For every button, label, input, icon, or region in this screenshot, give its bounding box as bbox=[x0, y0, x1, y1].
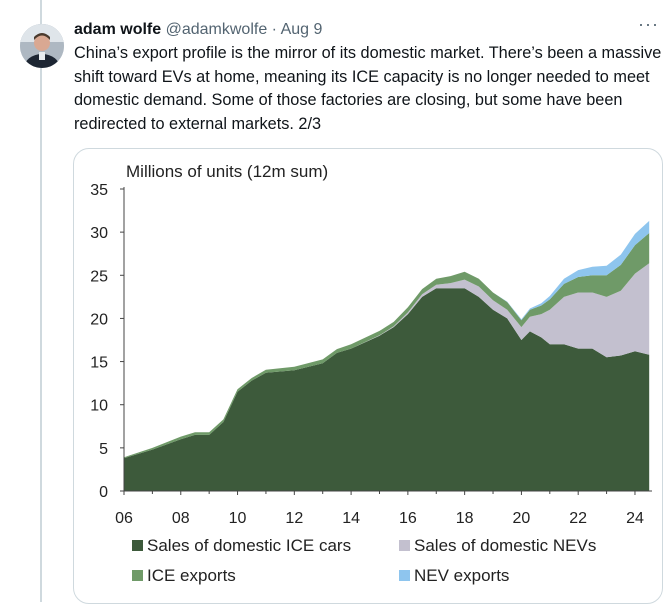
y-tick-label: 15 bbox=[90, 355, 108, 372]
legend-swatch bbox=[399, 540, 410, 551]
legend-label: Sales of domestic ICE cars bbox=[147, 536, 351, 555]
y-tick-label: 20 bbox=[90, 311, 108, 328]
x-tick-label: 08 bbox=[172, 510, 190, 527]
author-handle[interactable]: @adamkwolfe bbox=[165, 21, 268, 38]
tweet-date[interactable]: Aug 9 bbox=[280, 21, 323, 38]
x-tick-label: 16 bbox=[399, 510, 417, 527]
series-ice-domestic bbox=[124, 288, 650, 491]
x-tick-label: 06 bbox=[115, 510, 133, 527]
legend-label: Sales of domestic NEVs bbox=[414, 536, 596, 555]
x-tick-label: 20 bbox=[513, 510, 531, 527]
author-name[interactable]: adam wolfe bbox=[74, 21, 162, 38]
more-dots-icon[interactable]: ··· bbox=[638, 14, 659, 34]
legend-label: NEV exports bbox=[414, 566, 509, 585]
avatar[interactable] bbox=[20, 24, 64, 68]
tweet-media[interactable]: Millions of units (12m sum) 0 5 10 15 20 25 30 3… bbox=[73, 148, 663, 604]
y-tick-label: 35 bbox=[90, 182, 108, 199]
avatar-image bbox=[20, 24, 64, 68]
x-tick-label: 10 bbox=[229, 510, 247, 527]
y-tick-label: 0 bbox=[99, 484, 108, 501]
y-tick-label: 10 bbox=[90, 398, 108, 415]
tweet-header: adam wolfe @adamkwolfe · Aug 9 bbox=[74, 20, 322, 40]
chart-title: Millions of units (12m sum) bbox=[126, 162, 328, 181]
legend-swatch bbox=[399, 570, 410, 581]
y-tick-label: 25 bbox=[90, 268, 108, 285]
x-tick-label: 22 bbox=[569, 510, 587, 527]
x-tick-label: 24 bbox=[626, 510, 644, 527]
area-chart: Millions of units (12m sum) 0 5 10 15 20 25 30 3… bbox=[90, 162, 652, 585]
x-tick-label: 14 bbox=[342, 510, 360, 527]
x-tick-label: 12 bbox=[285, 510, 303, 527]
tweet-text: China’s export profile is the mirror of … bbox=[74, 44, 662, 133]
legend-swatch bbox=[132, 540, 143, 551]
x-tick-label: 18 bbox=[456, 510, 474, 527]
separator: · bbox=[271, 21, 277, 38]
legend-label: ICE exports bbox=[147, 566, 236, 585]
legend-swatch bbox=[132, 570, 143, 581]
y-tick-label: 30 bbox=[90, 225, 108, 242]
y-tick-label: 5 bbox=[99, 441, 108, 458]
thread-line bbox=[40, 0, 42, 602]
